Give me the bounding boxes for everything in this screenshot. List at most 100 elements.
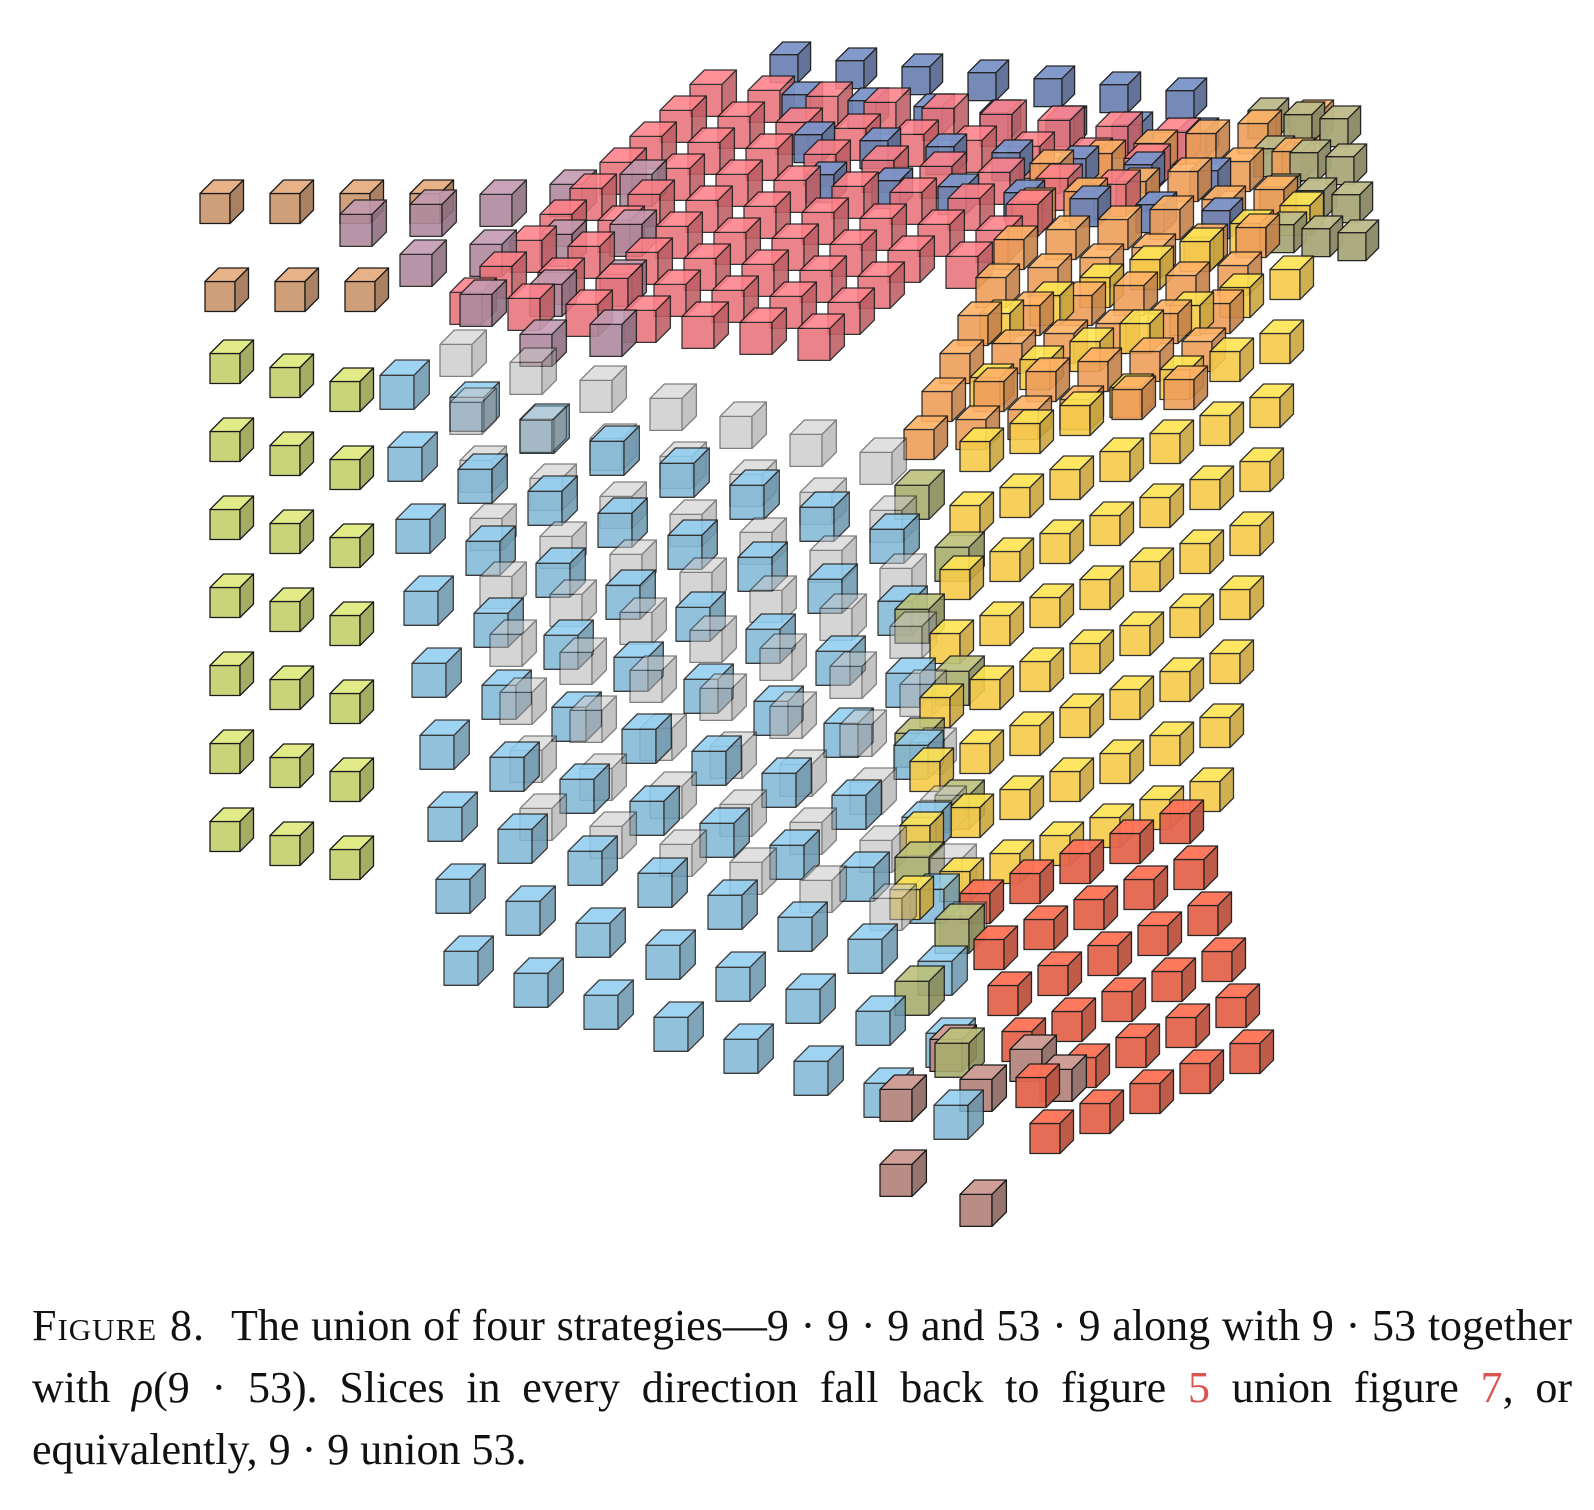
cube-glyph: [209, 651, 255, 697]
caption-text-a: The union of four strategies—9 · 9 · 9 a…: [32, 1301, 1572, 1412]
cube-glyph: [869, 883, 918, 932]
caption-text-b: (9 · 53). Slices in every direction fall…: [153, 1363, 1188, 1412]
caption-text-c: union figure: [1209, 1363, 1481, 1412]
cube-glyph: [1079, 565, 1125, 611]
cube-glyph: [1163, 365, 1209, 411]
figure-ref-5-link[interactable]: 5: [1187, 1363, 1210, 1412]
cube-glyph: [999, 775, 1045, 821]
cube-glyph: [567, 835, 618, 886]
cube-glyph: [729, 469, 780, 520]
cube-glyph: [889, 611, 938, 660]
cube-glyph: [793, 1045, 844, 1096]
cube-glyph: [329, 679, 375, 725]
cube-glyph: [839, 709, 888, 758]
cube-glyph: [1129, 1069, 1175, 1115]
cube-glyph: [1159, 799, 1205, 845]
cube-glyph: [859, 437, 908, 486]
cube-glyph: [939, 555, 985, 601]
cube-glyph: [973, 925, 1019, 971]
cube-glyph: [209, 495, 255, 541]
cube-glyph: [969, 665, 1015, 711]
cube-glyph: [479, 179, 528, 228]
cube-glyph: [1037, 951, 1083, 997]
cube-glyph: [1123, 865, 1169, 911]
cube-glyph: [629, 785, 680, 836]
cube-glyph: [989, 839, 1035, 885]
cube-glyph: [329, 523, 375, 569]
cube-glyph: [387, 431, 438, 482]
cube-glyph: [597, 497, 648, 548]
cube-glyph: [993, 225, 1039, 271]
cube-glyph: [1101, 977, 1147, 1023]
cube-glyph: [269, 821, 315, 867]
cube-glyph: [957, 301, 1003, 347]
cube-glyph: [1087, 931, 1133, 977]
cube-glyph: [1029, 583, 1075, 629]
cube-glyph: [1045, 215, 1091, 261]
cube-glyph: [879, 1074, 928, 1123]
cube-glyph: [1051, 997, 1097, 1043]
cube-glyph: [789, 419, 838, 468]
cube-glyph: [749, 575, 798, 624]
cube-glyph: [499, 677, 548, 726]
cube-glyph: [489, 741, 540, 792]
cube-glyph: [1109, 819, 1155, 865]
cube-glyph: [1115, 1023, 1161, 1069]
cube-glyph: [699, 673, 748, 722]
cube-glyph: [1039, 519, 1085, 565]
cube-glyph: [269, 665, 315, 711]
cube-glyph: [1209, 639, 1255, 685]
cube-glyph: [329, 835, 375, 881]
cube-glyph: [989, 537, 1035, 583]
cube-glyph: [509, 347, 558, 396]
cube-glyph: [559, 763, 610, 814]
cube-glyph: [505, 885, 556, 936]
cube-glyph: [209, 729, 255, 775]
cube-glyph: [435, 863, 486, 914]
cube-glyph: [1149, 419, 1195, 465]
cube-glyph: [681, 301, 730, 350]
cube-glyph: [1009, 859, 1055, 905]
cube-glyph: [829, 651, 878, 700]
cube-glyph: [1187, 891, 1233, 937]
cube-glyph: [1149, 195, 1195, 241]
cube-glyph: [909, 747, 955, 793]
cube-glyph: [1089, 501, 1135, 547]
cube-glyph: [967, 59, 1010, 102]
cube-glyph: [719, 401, 768, 450]
cube-glyph: [1169, 593, 1215, 639]
figure-ref-7-link[interactable]: 7: [1480, 1363, 1503, 1412]
cube-glyph: [459, 279, 508, 328]
cube-glyph: [973, 367, 1019, 413]
cube-glyph: [1209, 337, 1255, 383]
cube-glyph: [489, 619, 538, 668]
cube-glyph: [847, 923, 898, 974]
cube-glyph: [1229, 511, 1275, 557]
cube-glyph: [1239, 447, 1285, 493]
cube-glyph: [723, 1023, 774, 1074]
cube-glyph: [819, 593, 868, 642]
cube-glyph: [269, 431, 315, 477]
cube-glyph: [959, 1179, 1008, 1228]
cube-glyph: [1253, 175, 1299, 221]
cube-glyph: [269, 353, 315, 399]
cube-glyph: [1229, 1029, 1275, 1075]
cube-glyph: [1167, 157, 1213, 203]
cube-glyph: [699, 807, 750, 858]
cube-glyph: [1009, 409, 1055, 455]
cube-glyph: [1029, 1109, 1075, 1155]
cube-glyph: [269, 509, 315, 555]
cube-glyph: [949, 793, 995, 839]
cube-glyph: [575, 907, 626, 958]
cube-glyph: [199, 179, 245, 225]
cube-glyph: [344, 267, 390, 313]
cube-glyph: [1049, 455, 1095, 501]
cube-glyph: [1165, 77, 1208, 120]
cube-glyph: [1185, 119, 1231, 165]
cube-glyph: [329, 601, 375, 647]
cube-glyph: [443, 935, 494, 986]
cube-glyph: [269, 179, 315, 225]
cube-glyph: [777, 901, 828, 952]
cube-glyph: [1235, 213, 1281, 259]
cube-glyph: [274, 267, 320, 313]
